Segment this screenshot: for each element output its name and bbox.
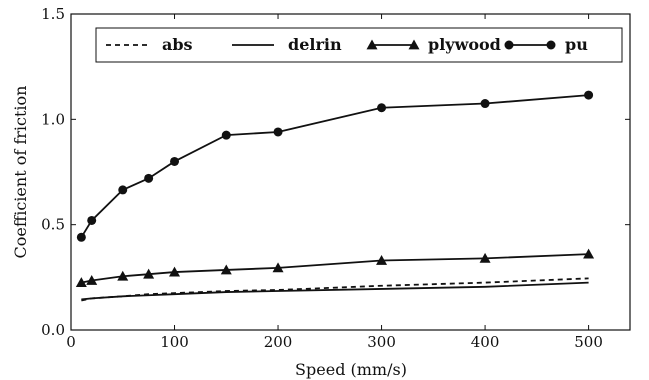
data-point-pu xyxy=(144,173,154,183)
x-tick-label: 100 xyxy=(160,333,189,351)
y-tick-label: 0.0 xyxy=(41,321,65,339)
data-point-pu xyxy=(480,99,490,109)
data-point-pu xyxy=(377,103,387,113)
series-line-plywood xyxy=(81,253,589,284)
x-tick-label: 500 xyxy=(574,333,603,351)
legend-label: plywood xyxy=(428,35,501,54)
data-point-plywood xyxy=(75,277,87,287)
legend-marker xyxy=(408,39,420,50)
y-tick-label: 0.5 xyxy=(41,216,65,234)
data-point-plywood xyxy=(143,268,155,279)
legend-entry-pu: pu xyxy=(504,35,588,54)
series-line-abs xyxy=(81,277,589,302)
series-plywood xyxy=(75,248,595,287)
y-axis-label: Coefficient of friction xyxy=(11,86,30,259)
data-point-plywood xyxy=(376,254,388,265)
x-tick-label: 0 xyxy=(66,333,76,351)
legend-entry-abs: abs xyxy=(106,35,193,54)
series-pu xyxy=(76,90,594,242)
data-point-plywood xyxy=(86,274,98,285)
legend-label: abs xyxy=(162,35,193,54)
data-point-plywood xyxy=(272,262,284,273)
x-axis-label: Speed (mm/s) xyxy=(295,360,407,379)
x-tick-label: 200 xyxy=(264,333,293,351)
data-point-pu xyxy=(221,130,231,140)
series-line-delrin xyxy=(81,281,589,301)
legend-entry-delrin: delrin xyxy=(232,35,342,54)
legend-entry-plywood: plywood xyxy=(366,35,501,54)
y-tick-label: 1.0 xyxy=(41,110,65,128)
x-tick-label: 300 xyxy=(367,333,396,351)
plot-frame xyxy=(70,13,631,331)
data-point-plywood xyxy=(220,264,232,275)
legend: abs delrin plywood pu xyxy=(95,27,623,63)
legend-marker xyxy=(504,40,514,50)
series-delrin xyxy=(81,281,589,301)
data-point-pu xyxy=(584,90,594,100)
legend-marker xyxy=(366,39,378,50)
data-point-pu xyxy=(118,185,128,195)
series-group xyxy=(75,90,595,302)
series-abs xyxy=(81,277,589,302)
data-point-plywood xyxy=(479,252,491,263)
tick-label-group: 0 100 200 300 400 500 0.0 0.5 1.0 1.5 xyxy=(41,5,603,351)
data-point-pu xyxy=(76,232,86,242)
legend-label: pu xyxy=(565,35,588,54)
legend-marker xyxy=(546,40,556,50)
y-tick-label: 1.5 xyxy=(41,5,65,23)
legend-label: delrin xyxy=(288,35,342,54)
tick-group xyxy=(70,13,630,331)
data-point-plywood xyxy=(169,266,181,277)
series-line-pu xyxy=(80,94,589,238)
x-tick-label: 400 xyxy=(471,333,500,351)
data-point-pu xyxy=(273,127,283,137)
data-point-plywood xyxy=(117,270,129,281)
data-point-plywood xyxy=(583,248,595,259)
data-point-pu xyxy=(170,156,180,166)
data-point-pu xyxy=(87,215,97,225)
